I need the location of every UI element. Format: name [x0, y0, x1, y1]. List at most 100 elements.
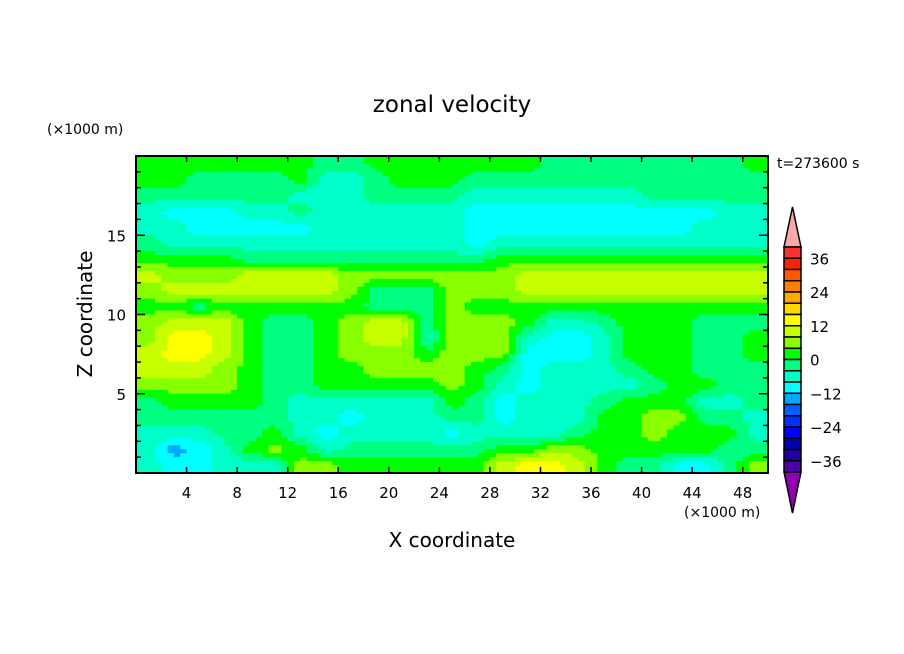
contour-cell — [692, 227, 769, 232]
contour-cell — [433, 298, 447, 304]
contour-cell — [515, 397, 592, 403]
contour-cell — [136, 211, 162, 217]
contour-cell — [445, 429, 459, 434]
contour-cell — [281, 469, 289, 474]
contour-cell — [230, 334, 245, 339]
contour-cell — [312, 159, 365, 165]
contour-cell — [622, 346, 693, 351]
contour-cell — [584, 409, 605, 415]
colorbar-box — [783, 437, 802, 451]
colorbar-box — [783, 257, 802, 271]
colorbar-box — [783, 302, 802, 316]
contour-cell — [136, 354, 162, 359]
contour-cell — [420, 338, 440, 343]
contour-cell — [622, 342, 693, 347]
contour-cell — [464, 215, 712, 220]
colorbar-box — [783, 336, 802, 349]
contour-cell — [338, 421, 358, 427]
contour-cell — [363, 366, 466, 371]
contour-cell — [136, 445, 156, 450]
contour-cell — [262, 354, 314, 359]
contour-cell — [660, 453, 750, 458]
contour-cell — [287, 413, 339, 419]
contour-cell — [414, 322, 421, 327]
contour-cell — [281, 449, 308, 454]
contour-cell — [572, 453, 598, 458]
contour-cell — [338, 334, 365, 339]
contour-cell — [414, 346, 428, 351]
contour-cell — [211, 457, 245, 462]
contour-cell — [692, 223, 769, 228]
contour-cell — [154, 330, 175, 335]
contour-cell — [723, 461, 737, 466]
contour-cell — [470, 441, 542, 446]
contour-cell — [521, 346, 529, 351]
contour-cell — [723, 469, 737, 474]
contour-cell — [679, 409, 693, 415]
contour-cell — [698, 373, 769, 379]
contour-cell — [325, 437, 333, 442]
contour-cell — [167, 338, 213, 343]
contour-cell — [224, 358, 245, 363]
x-tick-label: 24 — [430, 484, 449, 502]
colorbar-box — [783, 358, 802, 372]
colorbar-box — [783, 392, 802, 406]
contour-cell — [420, 330, 440, 335]
contour-cell — [136, 298, 156, 304]
contour-cell — [641, 366, 693, 371]
contour-cell — [433, 397, 447, 403]
contour-cell — [319, 453, 478, 458]
contour-cell — [344, 314, 409, 320]
contour-cell — [414, 354, 440, 359]
contour-cell — [369, 294, 434, 300]
contour-cell — [698, 417, 744, 423]
contour-cell — [186, 310, 213, 316]
contour-cell — [622, 330, 693, 335]
contour-cell — [508, 314, 542, 320]
contour-cell — [262, 397, 289, 403]
contour-cell — [496, 401, 516, 407]
contour-cell — [186, 449, 213, 454]
contour-cell — [515, 381, 542, 387]
contour-cell — [546, 362, 611, 367]
contour-cell — [167, 262, 510, 268]
contour-cell — [610, 338, 624, 343]
contour-cell — [167, 405, 257, 411]
contour-cell — [508, 330, 523, 335]
contour-cell — [597, 421, 643, 427]
contour-cell — [496, 409, 516, 415]
contour-cell — [647, 409, 681, 415]
contour-cell — [136, 393, 263, 399]
contour-cell — [445, 330, 510, 335]
contour-cell — [483, 385, 497, 391]
y-unit-label: (×1000 m) — [47, 122, 123, 138]
contour-cell — [464, 239, 491, 244]
contour-cell — [521, 366, 542, 371]
contour-cell — [243, 449, 270, 454]
contour-cell — [565, 469, 586, 474]
contour-cell — [445, 338, 510, 343]
colorbar-box — [783, 280, 802, 293]
contour-cell — [698, 314, 769, 320]
contour-cell — [616, 401, 687, 407]
contour-cell — [622, 334, 693, 339]
contour-cell — [256, 437, 289, 442]
contour-cell — [736, 461, 750, 466]
contour-cell — [357, 421, 472, 427]
contour-cell — [521, 326, 542, 331]
contour-cell — [262, 366, 314, 371]
contour-cell — [736, 429, 750, 434]
x-tick-label: 12 — [278, 484, 297, 502]
contour-cell — [306, 457, 491, 462]
contour-cell — [742, 409, 769, 415]
contour-cell — [534, 342, 592, 347]
contour-cell — [287, 401, 434, 407]
contour-cell — [338, 286, 358, 292]
contour-cell — [433, 302, 447, 308]
contour-cell — [489, 393, 504, 399]
contour-cell — [704, 421, 750, 427]
y-tick-label: 5 — [116, 386, 126, 404]
colorbar-box — [783, 448, 802, 462]
colorbar-box — [783, 415, 802, 428]
contour-cell — [692, 362, 769, 367]
